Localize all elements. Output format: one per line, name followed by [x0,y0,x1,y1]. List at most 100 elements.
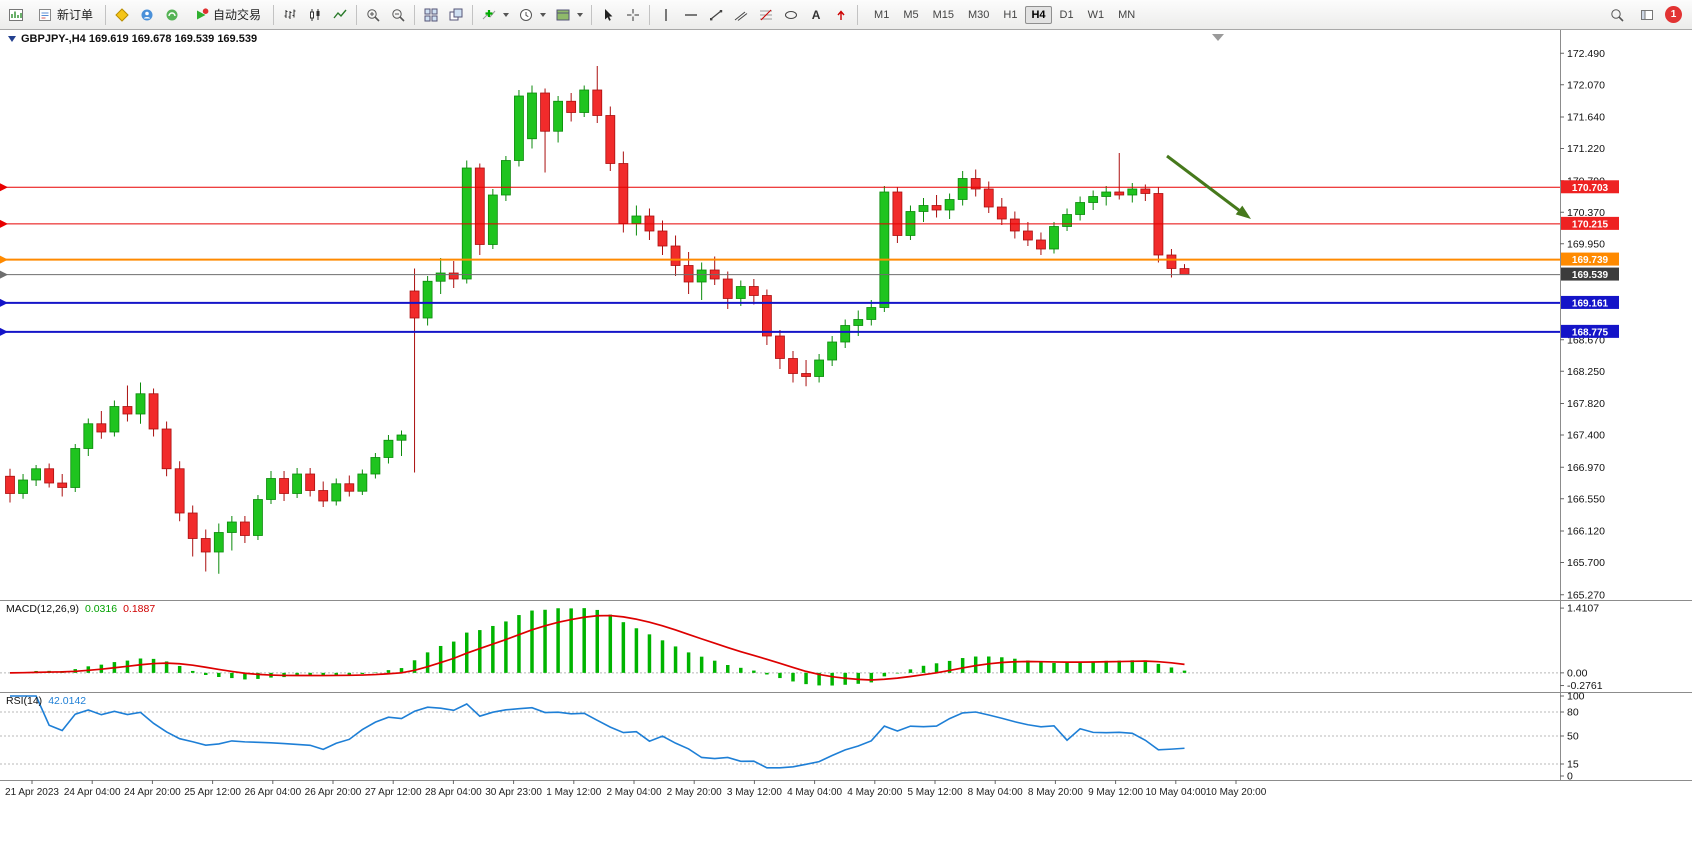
candle-body [174,468,185,514]
market-watch-button[interactable] [135,3,159,27]
autotrading-button[interactable]: 自动交易 [185,3,269,27]
text-tool-button[interactable]: A [804,3,828,27]
metaeditor-button[interactable] [110,3,134,27]
price-badge [1561,267,1619,281]
tile-windows-icon [424,8,438,21]
candlestick-chart-button[interactable] [303,3,327,27]
trendline-button[interactable] [704,3,728,27]
shapes-button[interactable] [779,3,803,27]
svg-text:3 May 12:00: 3 May 12:00 [727,787,782,798]
horizontal-line-icon [685,13,698,16]
candle-body [487,194,498,245]
zoom-in-button[interactable] [361,3,385,27]
toolbar-separator [472,4,474,25]
timeframe-m1[interactable]: M1 [868,6,895,24]
autotrading-icon [197,7,209,19]
macd-signal-line [9,614,1185,681]
candle-body [344,483,355,492]
svg-text:165.700: 165.700 [1567,557,1605,569]
horizontal-line-button[interactable] [679,3,703,27]
new-order-button[interactable]: 新订单 [29,3,101,27]
svg-text:15: 15 [1567,759,1579,771]
timeframe-d1[interactable]: D1 [1054,6,1080,24]
svg-text:165.270: 165.270 [1567,589,1605,601]
bar-chart-icon [284,9,296,19]
line-left-marker [0,270,8,279]
svg-text:168.250: 168.250 [1567,366,1605,378]
chart-title: GBPJPY-,H4 169.619 169.678 169.539 169.5… [8,33,257,45]
svg-text:21 Apr 2023: 21 Apr 2023 [5,787,59,798]
zoom-out-icon [392,8,405,22]
notifications-button[interactable] [160,3,184,27]
new-chart-button[interactable] [4,3,28,27]
candle-body [970,178,981,190]
indicators-button[interactable] [477,3,513,27]
svg-text:171.640: 171.640 [1567,112,1605,124]
candle-body [514,95,524,161]
timeframe-group: M1 M5 M15 M30 H1 H4 D1 W1 MN [868,5,1141,24]
timeframe-m5[interactable]: M5 [897,6,924,24]
line-left-marker [0,219,8,228]
channel-button[interactable] [729,3,753,27]
timeframe-h1[interactable]: H1 [997,6,1023,24]
candle-body [448,272,459,280]
candle-body [996,206,1007,220]
svg-text:10 May 20:00: 10 May 20:00 [1206,787,1267,798]
candle-body [161,428,172,470]
periods-button[interactable] [514,3,550,27]
chart-canvas[interactable]: 172.490172.070171.640171.220170.790170.3… [0,30,1692,810]
candle-body [566,100,577,113]
line-chart-button[interactable] [328,3,352,27]
candle-body [983,188,994,208]
svg-text:50: 50 [1567,731,1579,743]
candle-body [187,512,198,539]
toolbar-separator [591,4,593,25]
macd-label: MACD(12,26,9) 0.0316 0.1887 [6,603,155,615]
candle-body [213,532,224,553]
line-left-marker [0,327,8,336]
headset-icon [166,9,178,20]
cursor-button[interactable] [596,3,620,27]
time-axis[interactable]: 21 Apr 2023 24 Apr 04:00 24 Apr 20:00 25 Ap… [5,780,1267,798]
svg-text:170.370: 170.370 [1567,207,1605,219]
candle-body [748,286,759,296]
new-chart-icon [9,8,23,21]
chart-shift-marker[interactable] [1212,34,1224,41]
timeframe-w1[interactable]: W1 [1082,6,1111,24]
rsi-name: RSI(14) [6,695,43,707]
toolbar-separator [105,4,107,25]
candlestick-icon [310,8,320,21]
trend-arrow-annotation[interactable] [1166,154,1251,219]
timeframe-m30[interactable]: M30 [962,6,995,24]
candle-body [788,358,798,374]
vertical-line-button[interactable] [654,3,678,27]
arrows-tool-button[interactable] [829,3,853,27]
tile-windows-button[interactable] [419,3,443,27]
timeframe-m15[interactable]: M15 [927,6,960,24]
notification-badge[interactable]: 1 [1665,6,1682,23]
svg-text:169.161: 169.161 [1572,298,1609,309]
fibonacci-button[interactable] [754,3,778,27]
svg-text:0.00: 0.00 [1567,667,1588,679]
crosshair-icon [627,8,640,21]
svg-text:8 May 20:00: 8 May 20:00 [1028,787,1083,798]
svg-text:24 Apr 20:00: 24 Apr 20:00 [124,787,181,798]
bar-chart-button[interactable] [278,3,302,27]
panels-button[interactable] [1635,3,1659,27]
svg-text:2 May 04:00: 2 May 04:00 [606,787,661,798]
crosshair-button[interactable] [621,3,645,27]
svg-text:171.220: 171.220 [1567,143,1605,155]
zoom-out-button[interactable] [386,3,410,27]
candle-body [592,89,603,116]
templates-button[interactable] [551,3,587,27]
search-button[interactable] [1605,3,1629,27]
cascade-windows-button[interactable] [444,3,468,27]
svg-text:1 May 12:00: 1 May 12:00 [546,787,601,798]
macd-value-signal: 0.1887 [123,603,156,615]
trendline-icon [710,9,723,20]
metaeditor-icon [115,7,129,22]
template-icon [556,9,570,20]
price-badge [1561,252,1619,266]
timeframe-h4[interactable]: H4 [1025,5,1052,24]
timeframe-mn[interactable]: MN [1112,6,1141,24]
